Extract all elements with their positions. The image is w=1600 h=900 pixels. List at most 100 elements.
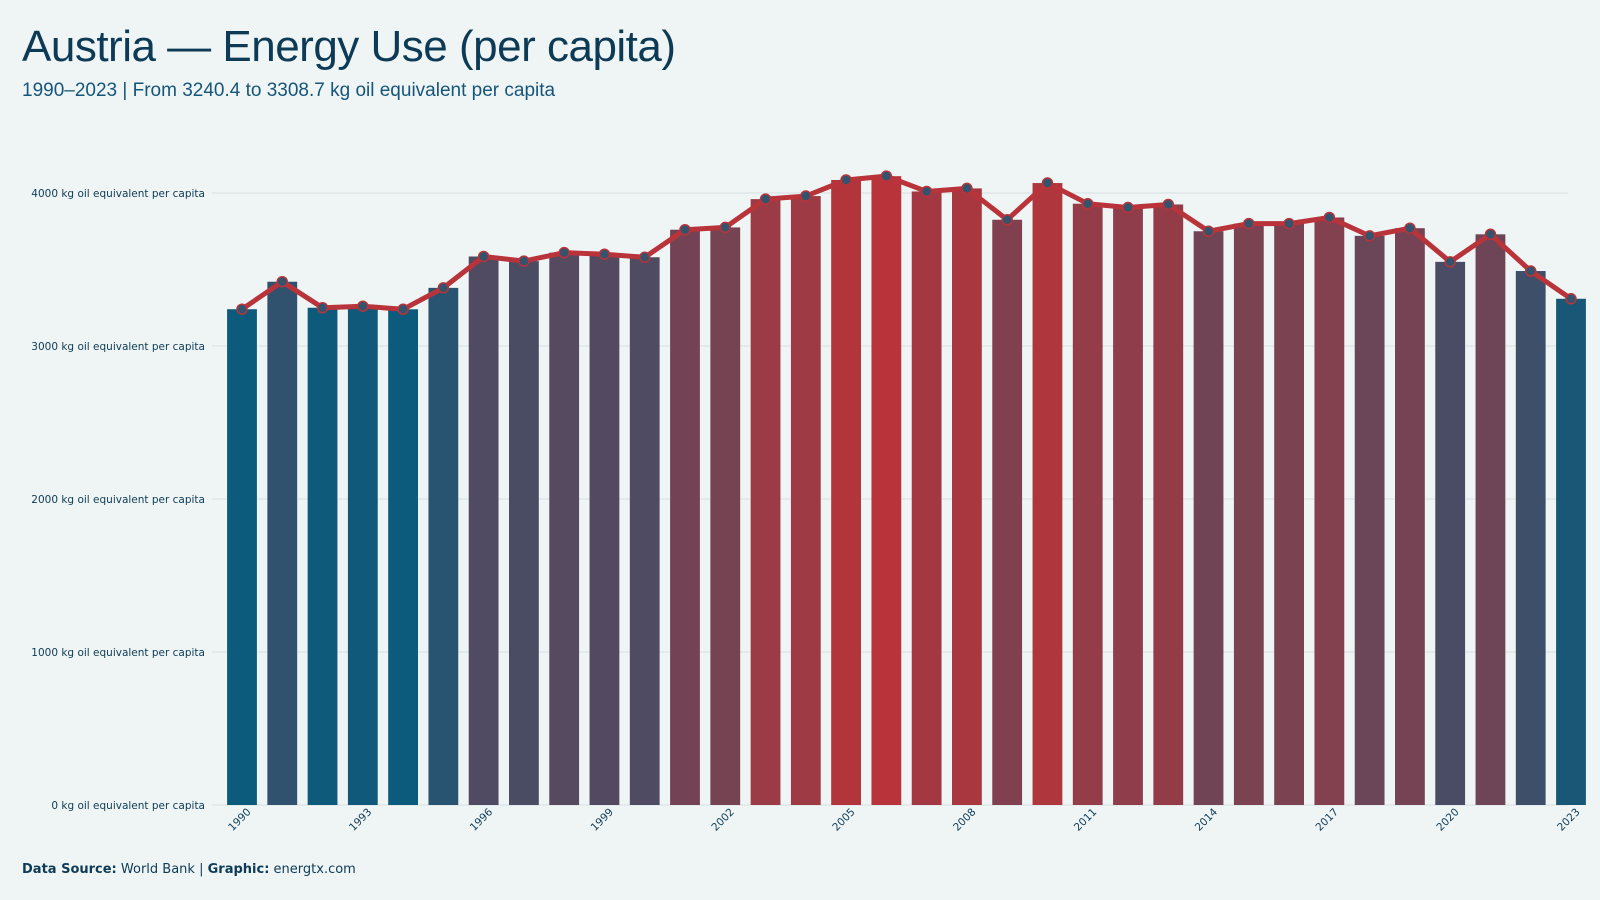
point-2020 xyxy=(1444,256,1456,268)
y-tick-label: 2000 kg oil equivalent per capita xyxy=(31,494,205,506)
point-2023 xyxy=(1565,293,1577,305)
point-2018 xyxy=(1363,230,1376,242)
bar-2023 xyxy=(1556,298,1586,805)
x-tick-label: 1996 xyxy=(468,806,496,834)
bar-2011 xyxy=(1072,203,1103,805)
point-1990 xyxy=(236,303,248,315)
bar-1993 xyxy=(347,306,378,805)
bar-2022 xyxy=(1515,271,1546,805)
point-2012 xyxy=(1122,201,1134,214)
point-2001 xyxy=(679,223,691,236)
source-value: World Bank xyxy=(120,862,195,877)
x-tick-label: 2002 xyxy=(709,806,736,833)
point-2007 xyxy=(920,185,933,198)
bar-2009 xyxy=(992,219,1023,805)
point-2015 xyxy=(1243,217,1255,230)
bar-1995 xyxy=(428,287,459,805)
y-tick-label: 4000 kg oil equivalent per capita xyxy=(31,188,205,200)
bar-2017 xyxy=(1314,217,1345,806)
bar-2007 xyxy=(911,191,942,806)
x-tick-label: 2011 xyxy=(1072,806,1099,833)
point-2000 xyxy=(638,251,651,264)
bar-2014 xyxy=(1193,231,1224,805)
point-2010 xyxy=(1041,177,1054,189)
x-tick-label: 2014 xyxy=(1193,806,1221,834)
x-tick-label: 2005 xyxy=(830,806,857,833)
point-1992 xyxy=(316,302,329,314)
x-tick-label: 2008 xyxy=(951,806,978,833)
point-1995 xyxy=(437,282,450,294)
point-1993 xyxy=(357,300,369,312)
point-2008 xyxy=(961,182,973,195)
point-2014 xyxy=(1202,225,1215,237)
x-axis-ticks: 1990 1993 1996 1999 2002 2005 2008 2011 2014 2017… xyxy=(226,806,1582,834)
bar-2012 xyxy=(1113,207,1143,805)
point-1997 xyxy=(518,255,530,267)
point-2004 xyxy=(800,190,812,202)
y-tick-label: 0 kg oil equivalent per capita xyxy=(51,800,205,812)
y-axis-ticks: 0 kg oil equivalent per capita 1000 kg oi… xyxy=(31,188,205,812)
bar-2015 xyxy=(1233,223,1264,806)
bar-2020 xyxy=(1435,261,1466,806)
bar-2004 xyxy=(790,196,821,805)
point-1998 xyxy=(558,246,570,259)
point-2013 xyxy=(1162,198,1175,211)
trend-line-layer xyxy=(239,173,1574,312)
bar-2016 xyxy=(1274,223,1304,806)
x-tick-label: 2023 xyxy=(1555,806,1582,833)
point-2002 xyxy=(719,221,732,234)
bar-1991 xyxy=(267,281,298,805)
y-tick-label: 1000 kg oil equivalent per capita xyxy=(31,647,205,659)
point-2016 xyxy=(1283,217,1295,230)
x-tick-label: 1990 xyxy=(226,806,253,833)
chart-title: Austria — Energy Use (per capita) xyxy=(22,22,676,71)
x-tick-label: 1999 xyxy=(589,806,616,833)
point-2022 xyxy=(1524,265,1537,277)
point-2021 xyxy=(1484,228,1497,241)
bar-1997 xyxy=(509,261,539,806)
bar-2021 xyxy=(1475,234,1506,805)
chart-subtitle: 1990–2023 | From 3240.4 to 3308.7 kg oil… xyxy=(22,80,556,101)
point-2006 xyxy=(880,170,893,182)
point-1996 xyxy=(477,250,490,263)
bar-2002 xyxy=(710,227,741,806)
bar-1990 xyxy=(227,309,257,805)
point-1994 xyxy=(397,303,409,316)
point-2017 xyxy=(1323,211,1336,224)
bar-2013 xyxy=(1153,204,1184,806)
bar-1992 xyxy=(307,307,338,805)
bar-2005 xyxy=(831,179,861,805)
bar-1998 xyxy=(549,252,580,806)
bar-2000 xyxy=(629,257,660,805)
point-2005 xyxy=(840,174,852,186)
x-tick-label: 2017 xyxy=(1314,806,1341,833)
point-2011 xyxy=(1081,197,1094,210)
bar-2006 xyxy=(871,176,902,806)
bar-2008 xyxy=(952,188,982,805)
caption-separator: | xyxy=(199,862,204,877)
point-1999 xyxy=(598,248,611,260)
graphic-value: energtx.com xyxy=(273,862,356,877)
point-1991 xyxy=(276,275,289,288)
source-label: Data Source: xyxy=(22,862,117,877)
y-tick-label: 3000 kg oil equivalent per capita xyxy=(31,341,205,353)
point-2019 xyxy=(1404,222,1416,234)
caption: Data Source: World Bank | Graphic: energ… xyxy=(22,862,356,877)
bar-2010 xyxy=(1032,183,1063,805)
point-2003 xyxy=(759,193,772,205)
x-tick-label: 2020 xyxy=(1434,806,1461,833)
graphic-label: Graphic: xyxy=(207,862,270,877)
bar-2001 xyxy=(670,229,700,806)
bar-2003 xyxy=(750,199,781,805)
bars xyxy=(227,176,1586,806)
bar-2018 xyxy=(1354,235,1385,806)
bar-1994 xyxy=(388,309,418,805)
trend-line xyxy=(239,173,1574,312)
bar-1999 xyxy=(589,254,620,805)
bar-1996 xyxy=(468,256,499,805)
bar-2019 xyxy=(1395,228,1425,805)
x-tick-label: 1993 xyxy=(347,806,374,833)
point-2009 xyxy=(1001,214,1013,226)
points xyxy=(236,170,1577,316)
